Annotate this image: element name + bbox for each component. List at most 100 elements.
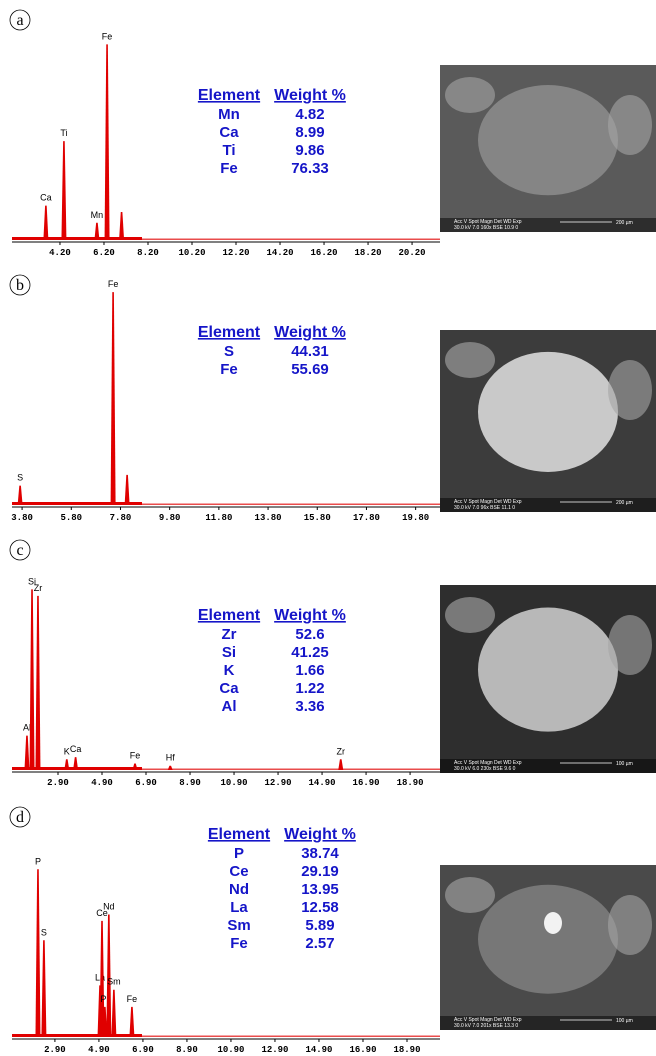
panel: d2.904.906.908.9010.9012.9014.9016.9018.… [10, 807, 656, 1055]
x-tick-label: 6.90 [135, 778, 157, 788]
sem-grain [478, 608, 618, 732]
table-cell: 29.19 [301, 863, 339, 880]
table-header: Element [198, 607, 261, 624]
peak [61, 141, 66, 240]
x-tick-label: 14.90 [309, 778, 336, 788]
table-cell: 5.89 [305, 917, 334, 934]
table-cell: 9.86 [295, 142, 324, 159]
table-header: Weight % [274, 607, 346, 624]
x-tick-label: 14.90 [305, 1045, 332, 1055]
peak-label: Al [23, 723, 31, 733]
x-tick-label: 4.90 [88, 1045, 110, 1055]
x-tick-label: 8.20 [137, 248, 159, 258]
x-tick-label: 18.90 [397, 778, 424, 788]
table-cell: S [224, 343, 234, 360]
peak-label: Mn [91, 210, 104, 220]
peak-label: Ca [70, 744, 82, 754]
table-cell: Ca [219, 124, 239, 141]
x-tick-label: 4.90 [91, 778, 113, 788]
table-cell: Ca [219, 680, 239, 697]
peak [129, 1007, 134, 1037]
table-header: Weight % [274, 324, 346, 341]
peak [111, 990, 116, 1037]
table-cell: La [230, 899, 248, 916]
x-tick-label: 10.90 [221, 778, 248, 788]
x-tick-label: 3.80 [11, 513, 33, 523]
table-cell: Fe [230, 935, 248, 952]
peak-label: Sm [107, 977, 121, 987]
table-cell: 1.22 [295, 680, 324, 697]
peak [18, 486, 23, 505]
table-cell: 8.99 [295, 124, 324, 141]
baseline-noise [142, 1036, 440, 1038]
table-header: Element [198, 87, 261, 104]
panel: b3.805.807.809.8011.8013.8015.8017.8019.… [10, 275, 656, 523]
peak [30, 589, 35, 770]
peak [125, 475, 130, 505]
x-tick-label: 10.90 [217, 1045, 244, 1055]
peak-label: S [17, 473, 23, 483]
peak-label: Fe [127, 994, 138, 1004]
table-cell: Nd [229, 881, 249, 898]
sem-scale: 200 µm [616, 500, 633, 506]
sem-grain [608, 95, 652, 155]
table-cell: 38.74 [301, 845, 339, 862]
x-tick-label: 11.80 [205, 513, 232, 523]
x-tick-label: 20.20 [399, 248, 426, 258]
table-cell: 12.58 [301, 899, 339, 916]
peak [64, 759, 69, 770]
table-cell: 44.31 [291, 343, 329, 360]
sem-grain [445, 77, 495, 113]
x-tick-label: 7.80 [110, 513, 132, 523]
baseline-noise [12, 502, 142, 505]
table-header: Element [198, 324, 261, 341]
x-tick-label: 13.80 [255, 513, 282, 523]
table-cell: Fe [220, 361, 238, 378]
x-tick-label: 16.90 [349, 1045, 376, 1055]
sem-grain [478, 885, 618, 994]
x-tick-label: 19.80 [402, 513, 429, 523]
x-tick-label: 8.90 [176, 1045, 198, 1055]
table-header: Weight % [284, 826, 356, 843]
table-cell: 4.82 [295, 106, 324, 123]
peak [111, 292, 116, 505]
x-tick-label: 12.90 [261, 1045, 288, 1055]
peak-label: P [35, 856, 41, 866]
table-cell: 2.57 [305, 935, 334, 952]
table-cell: Sm [227, 917, 250, 934]
x-tick-label: 17.80 [353, 513, 380, 523]
x-tick-label: 12.20 [223, 248, 250, 258]
peak-label: S [41, 927, 47, 937]
peak [105, 44, 110, 240]
peak [41, 940, 46, 1037]
peak-label: Fe [130, 751, 141, 761]
sem-grain [608, 895, 652, 955]
sem-info: 30.0 kV 7.0 201x BSE 13.3 0 [454, 1023, 518, 1029]
sem-grain [445, 342, 495, 378]
baseline-noise [142, 504, 440, 506]
x-tick-label: 2.90 [47, 778, 69, 788]
table-cell: 52.6 [295, 626, 324, 643]
peak [35, 869, 40, 1037]
table-cell: Ce [229, 863, 248, 880]
peak-label: Ti [60, 128, 67, 138]
sem-scale: 100 µm [616, 761, 633, 767]
peak [24, 736, 29, 770]
table-cell: Zr [222, 626, 237, 643]
sem-grain [445, 877, 495, 913]
sem-grain [608, 360, 652, 420]
peak-label: Hf [166, 753, 175, 763]
panel-label: a [16, 12, 23, 29]
baseline-noise [12, 1034, 142, 1037]
sem-info: 30.0 kV 7.0 96x BSE 11.1 0 [454, 505, 515, 511]
peak-label: Zr [337, 746, 346, 756]
x-tick-label: 14.20 [267, 248, 294, 258]
table-cell: Mn [218, 106, 240, 123]
panel-label: b [16, 277, 24, 294]
x-tick-label: 4.20 [49, 248, 71, 258]
peak-label: Zr [34, 583, 43, 593]
sem-info: 30.0 kV 7.0 160x BSE 10.9 0 [454, 225, 518, 231]
table-cell: 55.69 [291, 361, 329, 378]
